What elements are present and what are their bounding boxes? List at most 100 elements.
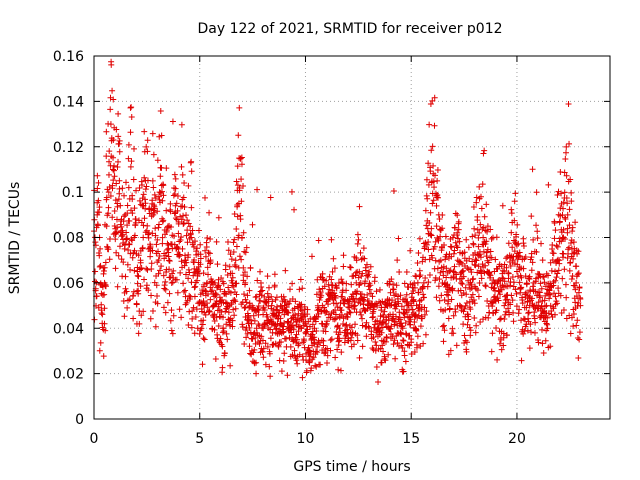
scatter-point xyxy=(423,176,430,183)
scatter-point xyxy=(358,256,365,263)
scatter-point xyxy=(234,202,241,209)
scatter-point xyxy=(391,337,398,344)
scatter-point xyxy=(245,320,252,327)
scatter-point xyxy=(128,236,135,243)
scatter-point xyxy=(106,158,113,165)
scatter-point xyxy=(493,307,500,314)
scatter-point xyxy=(440,338,447,345)
scatter-point xyxy=(437,233,444,240)
scatter-point xyxy=(566,206,573,213)
scatter-point xyxy=(219,296,226,303)
scatter-point xyxy=(125,246,132,253)
scatter-point xyxy=(511,217,518,224)
scatter-point xyxy=(201,194,208,201)
scatter-point xyxy=(349,331,356,338)
scatter-point xyxy=(512,286,519,293)
scatter-point xyxy=(473,322,480,329)
scatter-point xyxy=(499,274,506,281)
scatter-point xyxy=(442,233,449,240)
scatter-point xyxy=(513,303,520,310)
scatter-point xyxy=(152,323,159,330)
scatter-point xyxy=(96,204,103,211)
scatter-point xyxy=(137,201,144,208)
scatter-point xyxy=(233,280,240,287)
scatter-point xyxy=(189,315,196,322)
scatter-point xyxy=(438,292,445,299)
scatter-point xyxy=(195,227,202,234)
scatter-point xyxy=(352,302,359,309)
scatter-point xyxy=(500,342,507,349)
scatter-point xyxy=(447,347,454,354)
scatter-point xyxy=(142,200,149,207)
scatter-point xyxy=(497,291,504,298)
scatter-point xyxy=(553,242,560,249)
scatter-point xyxy=(473,257,480,264)
scatter-point xyxy=(154,236,161,243)
scatter-point xyxy=(335,338,342,345)
scatter-point xyxy=(487,272,494,279)
scatter-point xyxy=(291,352,298,359)
scatter-point xyxy=(224,271,231,278)
scatter-point xyxy=(504,291,511,298)
scatter-point xyxy=(203,280,210,287)
scatter-point xyxy=(110,166,117,173)
scatter-point xyxy=(219,314,226,321)
scatter-point xyxy=(280,357,287,364)
scatter-point xyxy=(351,306,358,313)
scatter-point xyxy=(180,280,187,287)
scatter-point xyxy=(539,340,546,347)
scatter-point xyxy=(385,351,392,358)
scatter-point xyxy=(454,235,461,242)
scatter-point xyxy=(206,308,213,315)
scatter-point xyxy=(291,206,298,213)
scatter-point xyxy=(280,293,287,300)
scatter-point xyxy=(492,298,499,305)
scatter-point xyxy=(233,226,240,233)
scatter-point xyxy=(239,321,246,328)
scatter-point xyxy=(330,255,337,262)
scatter-point xyxy=(482,227,489,234)
scatter-point xyxy=(347,264,354,271)
scatter-point xyxy=(297,324,304,331)
scatter-point xyxy=(394,340,401,347)
scatter-point xyxy=(249,335,256,342)
scatter-point xyxy=(441,327,448,334)
scatter-point xyxy=(536,292,543,299)
scatter-point xyxy=(215,282,222,289)
scatter-point xyxy=(158,263,165,270)
scatter-point xyxy=(562,156,569,163)
scatter-point xyxy=(122,285,129,292)
scatter-point xyxy=(176,306,183,313)
scatter-point xyxy=(275,310,282,317)
scatter-point xyxy=(480,316,487,323)
scatter-point xyxy=(178,163,185,170)
scatter-point xyxy=(252,294,259,301)
scatter-point xyxy=(297,276,304,283)
scatter-point xyxy=(314,276,321,283)
scatter-point xyxy=(417,323,424,330)
scatter-point xyxy=(142,196,149,203)
scatter-point xyxy=(328,276,335,283)
scatter-point xyxy=(289,280,296,287)
scatter-point xyxy=(95,250,102,256)
scatter-point xyxy=(550,305,557,312)
scatter-point xyxy=(180,212,187,219)
scatter-point xyxy=(472,262,479,269)
scatter-point xyxy=(176,251,183,258)
scatter-point xyxy=(470,297,477,304)
scatter-point xyxy=(420,340,427,347)
scatter-point xyxy=(266,350,273,357)
scatter-point xyxy=(482,262,489,269)
scatter-point xyxy=(323,322,330,329)
scatter-point xyxy=(414,259,421,266)
scatter-point xyxy=(231,312,238,319)
scatter-point xyxy=(107,106,114,113)
scatter-point xyxy=(114,163,121,170)
scatter-point xyxy=(427,101,434,108)
scatter-point xyxy=(398,331,405,338)
scatter-point xyxy=(218,309,225,316)
scatter-point xyxy=(239,323,246,330)
scatter-point xyxy=(484,223,491,230)
scatter-point xyxy=(152,225,159,232)
scatter-point xyxy=(166,257,173,264)
